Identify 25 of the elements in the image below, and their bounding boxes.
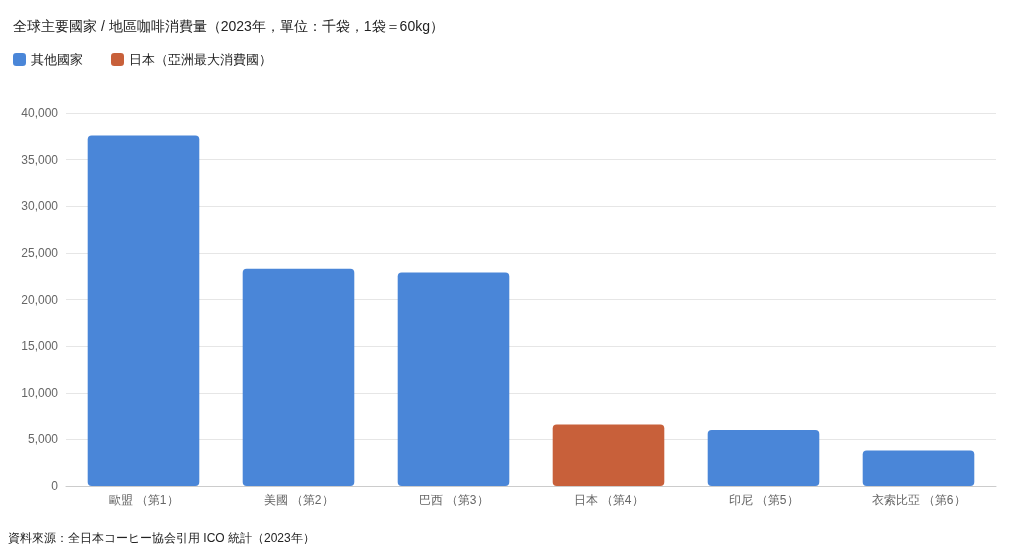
bar (862, 450, 975, 486)
y-tick-label: 0 (51, 479, 59, 493)
y-tick-label: 25,000 (21, 245, 59, 260)
legend-label: 日本（亞洲最大消費國） (129, 52, 272, 67)
x-tick-label: 巴西 （第3） (418, 493, 489, 507)
bar (397, 272, 510, 486)
y-tick-label: 5,000 (27, 432, 59, 447)
x-tick-label: 衣索比亞 （第6） (871, 493, 966, 507)
bar (87, 135, 200, 486)
x-tick-label: 美國 （第2） (263, 493, 334, 507)
chart-title: 全球主要國家 / 地區咖啡消費量（2023年，單位：千袋，1袋＝60kg） (13, 18, 444, 34)
y-tick-label: 10,000 (21, 385, 59, 400)
y-tick-label: 20,000 (21, 292, 59, 307)
y-tick-label: 40,000 (21, 106, 59, 120)
bar (552, 424, 665, 486)
x-tick-label: 印尼 （第5） (728, 493, 799, 507)
bar (242, 268, 355, 486)
y-tick-label: 15,000 (21, 339, 59, 354)
source-note: 資料來源：全日本コーヒー協会引用 ICO 統計（2023年） (8, 531, 315, 545)
legend-label: 其他國家 (31, 52, 83, 67)
y-tick-label: 35,000 (21, 152, 59, 167)
x-tick-label: 歐盟 （第1） (108, 493, 179, 507)
bar (707, 430, 820, 486)
x-tick-label: 日本 （第4） (573, 493, 644, 507)
y-tick-label: 30,000 (21, 199, 59, 214)
